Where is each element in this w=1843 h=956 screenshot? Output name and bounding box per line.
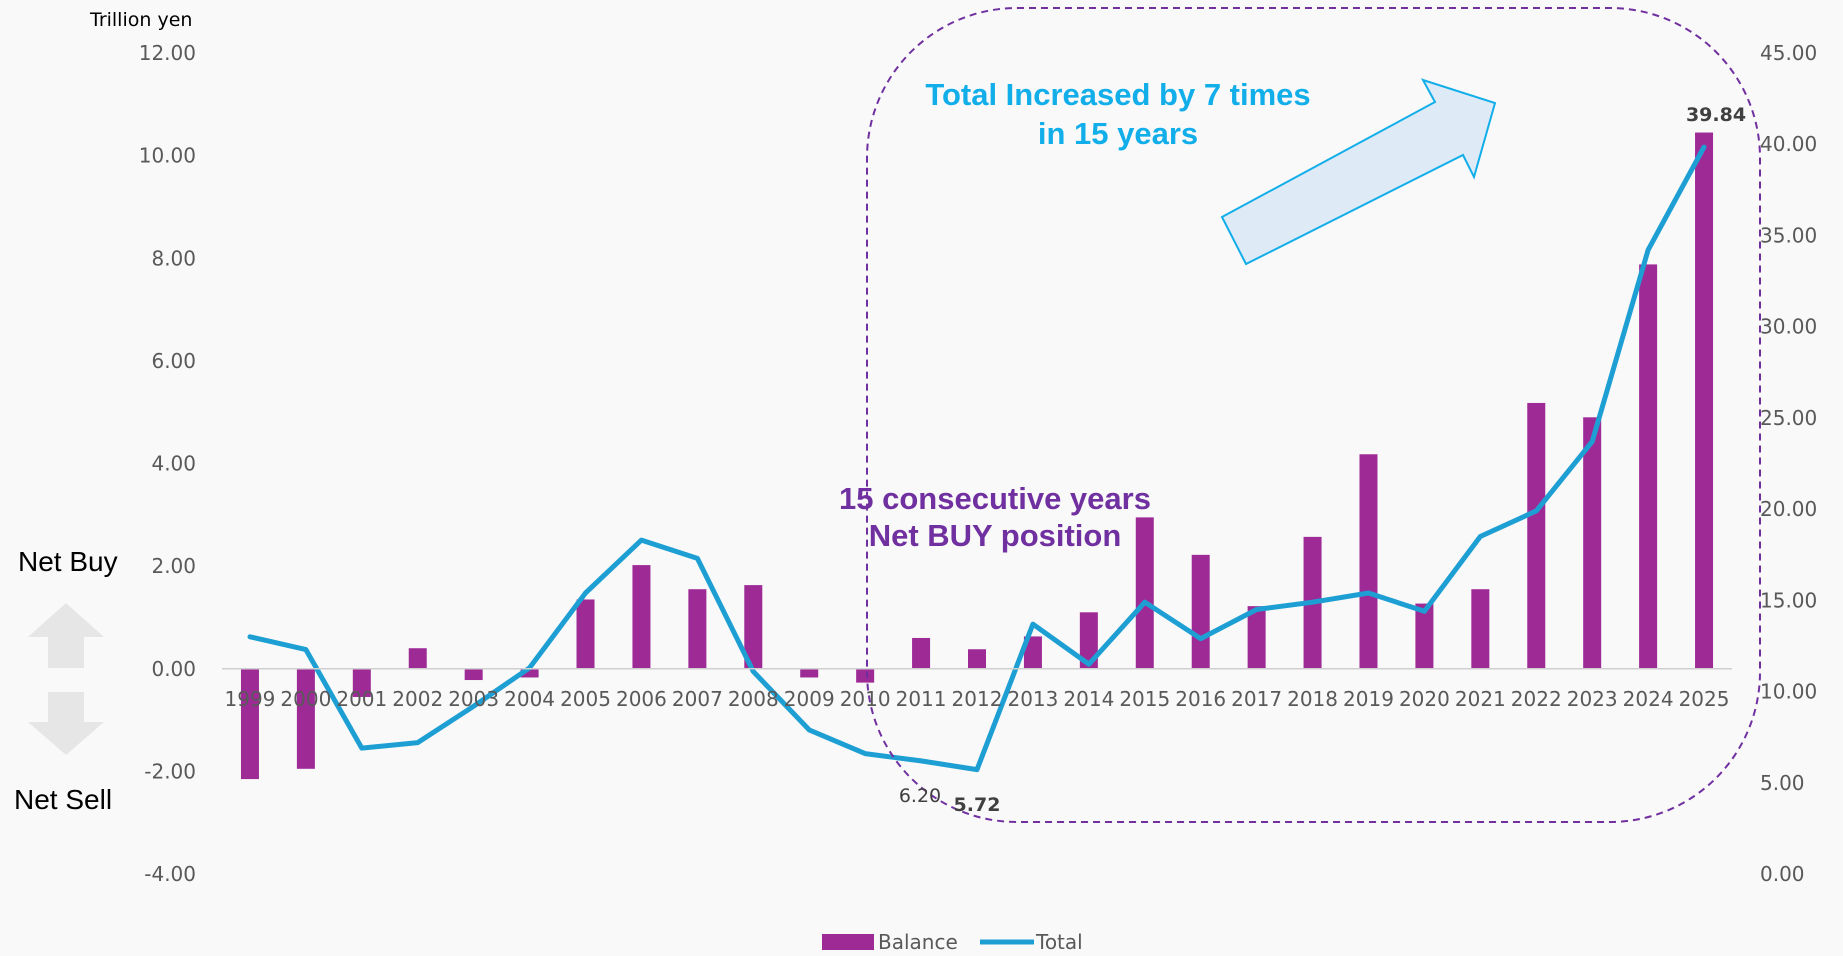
balance-bar-2006 xyxy=(632,565,651,669)
left-axis-tick-label: 2.00 xyxy=(151,554,196,578)
data-label-2025: 39.84 xyxy=(1686,104,1746,126)
x-axis-tick-label: 2018 xyxy=(1287,687,1338,711)
balance-bar-2003 xyxy=(464,668,483,681)
right-axis-tick-label: 45.00 xyxy=(1760,41,1817,65)
right-axis-tick-label: 25.00 xyxy=(1760,406,1817,430)
right-axis-tick-label: 15.00 xyxy=(1760,588,1817,612)
x-axis-tick-label: 2024 xyxy=(1623,687,1674,711)
x-axis-tick-label: 2020 xyxy=(1399,687,1450,711)
legend-balance-swatch xyxy=(822,934,874,950)
x-axis-tick-label: 2010 xyxy=(840,687,891,711)
x-axis-tick-label: 2019 xyxy=(1343,687,1394,711)
balance-bar-2005 xyxy=(576,599,595,669)
balance-bar-2021 xyxy=(1471,589,1490,669)
balance-bar-2008 xyxy=(744,585,763,669)
data-label-2011: 6.20 xyxy=(899,785,941,807)
x-axis-tick-label: 2009 xyxy=(784,687,835,711)
balance-bar-2009 xyxy=(800,668,819,678)
x-axis-tick-label: 2006 xyxy=(616,687,667,711)
x-axis-tick-label: 2002 xyxy=(392,687,443,711)
x-axis-tick-label: 2014 xyxy=(1063,687,1114,711)
left-axis-tick-label: 0.00 xyxy=(151,657,196,681)
x-axis-tick-label: 2013 xyxy=(1007,687,1058,711)
total-line xyxy=(247,144,1707,773)
balance-bar-2010 xyxy=(856,668,875,683)
growth-annotation-line2: in 15 years xyxy=(1038,116,1198,151)
left-axis-unit-label: Trillion yen xyxy=(89,9,192,31)
x-axis-tick-label: 2008 xyxy=(728,687,779,711)
balance-bars xyxy=(240,132,1714,780)
left-axis-tick-label: 4.00 xyxy=(151,452,196,476)
streak-annotation-line2: Net BUY position xyxy=(869,518,1122,553)
right-axis-tick-label: 10.00 xyxy=(1760,680,1817,704)
balance-bar-2014 xyxy=(1079,612,1098,669)
x-axis-tick-label: 2012 xyxy=(952,687,1003,711)
x-axis-tick-label: 2023 xyxy=(1567,687,1618,711)
right-axis-tick-label: 35.00 xyxy=(1760,223,1817,247)
balance-bar-2015 xyxy=(1135,517,1154,669)
right-axis-tick-label: 30.00 xyxy=(1760,315,1817,339)
right-axis-tick-label: 5.00 xyxy=(1760,771,1805,795)
growth-arrow-icon xyxy=(1220,78,1497,266)
x-axis-tick-label: 2016 xyxy=(1175,687,1226,711)
balance-bar-2011 xyxy=(912,637,931,669)
x-axis-tick-label: 1999 xyxy=(225,687,276,711)
right-axis-tick-label: 40.00 xyxy=(1760,132,1817,156)
balance-bar-2019 xyxy=(1359,454,1378,669)
growth-annotation-line1: Total Increased by 7 times xyxy=(925,77,1310,112)
net-sell-label: Net Sell xyxy=(14,784,112,815)
x-axis-tick-label: 2011 xyxy=(896,687,947,711)
balance-bar-2004 xyxy=(520,668,539,678)
left-axis-tick-label: 12.00 xyxy=(139,41,196,65)
left-axis-tick-label: 6.00 xyxy=(151,349,196,373)
x-axis-tick-label: 2001 xyxy=(336,687,387,711)
x-axis-tick-label: 2017 xyxy=(1231,687,1282,711)
down-arrow-icon xyxy=(28,692,104,755)
balance-bar-2022 xyxy=(1527,402,1546,669)
left-axis-tick-label: 8.00 xyxy=(151,246,196,270)
x-axis-tick-label: 2003 xyxy=(448,687,499,711)
up-arrow-icon xyxy=(28,603,104,668)
x-axis-tick-label: 2015 xyxy=(1119,687,1170,711)
x-axis-tick-label: 2025 xyxy=(1679,687,1730,711)
balance-bar-2016 xyxy=(1191,554,1210,669)
x-axis-tick-label: 2007 xyxy=(672,687,723,711)
left-axis-tick-label: -2.00 xyxy=(144,759,196,783)
balance-bar-2001 xyxy=(352,668,371,697)
net-buy-label: Net Buy xyxy=(18,546,118,577)
balance-bar-2017 xyxy=(1247,606,1266,669)
balance-bar-2000 xyxy=(296,668,315,769)
balance-bar-1999 xyxy=(240,668,259,780)
streak-annotation-line1: 15 consecutive years xyxy=(839,481,1151,516)
balance-bar-2025 xyxy=(1695,132,1714,669)
balance-bar-2007 xyxy=(688,589,707,669)
balance-bar-2020 xyxy=(1415,603,1434,669)
chart-axes: 12.00 10.00 8.00 6.00 4.00 2.00 0.00 -2.00 -4.00… xyxy=(139,41,1818,886)
total-line-layer xyxy=(247,144,1707,773)
legend-balance-label: Balance xyxy=(878,930,958,954)
left-axis-tick-label: 10.00 xyxy=(139,144,196,168)
highlight-region xyxy=(866,7,1761,823)
x-axis-tick-label: 2021 xyxy=(1455,687,1506,711)
balance-bar-2013 xyxy=(1023,636,1042,669)
x-axis-tick-label: 2004 xyxy=(504,687,555,711)
balance-bar-2024 xyxy=(1639,264,1658,669)
right-axis-tick-label: 20.00 xyxy=(1760,497,1817,521)
balance-bar-2012 xyxy=(968,649,986,669)
legend-total-label: Total xyxy=(1035,930,1083,954)
x-axis-tick-label: 2000 xyxy=(280,687,331,711)
data-label-2012: 5.72 xyxy=(954,794,1001,816)
left-axis-tick-label: -4.00 xyxy=(144,862,196,886)
balance-bar-2002 xyxy=(408,648,427,669)
right-axis-tick-label: 0.00 xyxy=(1760,862,1805,886)
x-axis-tick-label: 2005 xyxy=(560,687,611,711)
legend: Balance Total xyxy=(822,930,1083,954)
x-axis-tick-label: 2022 xyxy=(1511,687,1562,711)
balance-bar-2023 xyxy=(1583,417,1602,669)
